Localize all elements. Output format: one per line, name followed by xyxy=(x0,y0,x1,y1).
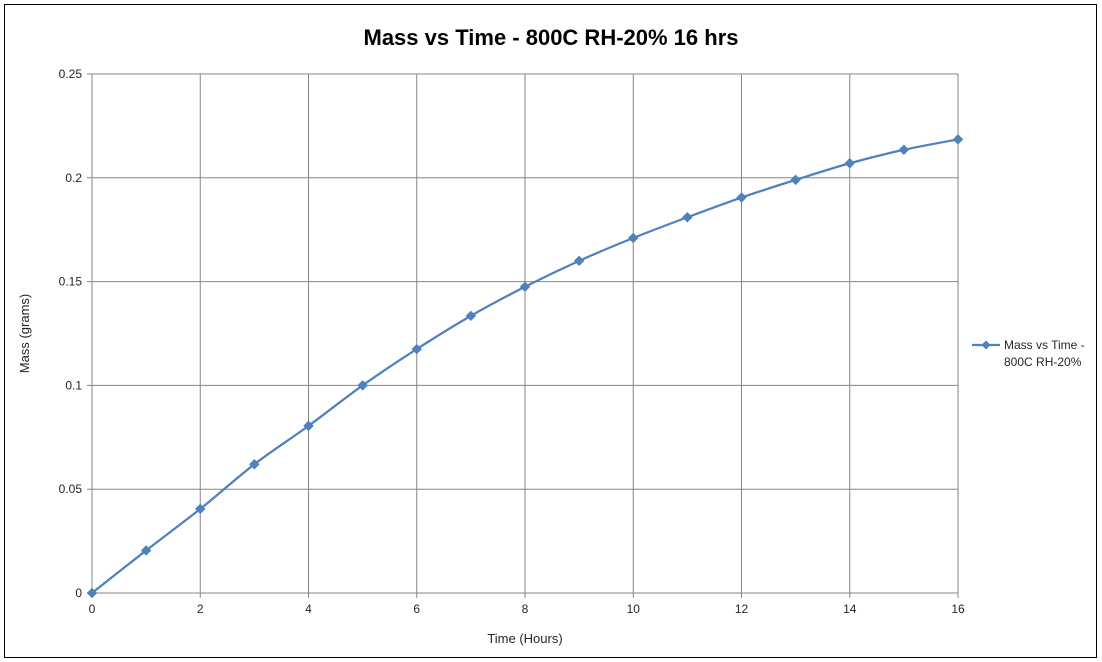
data-point xyxy=(898,144,910,155)
grid-lines xyxy=(91,73,959,594)
data-point xyxy=(411,343,422,355)
y-tick-label: 0.2 xyxy=(65,171,82,185)
y-tick-label: 0.25 xyxy=(59,67,83,81)
data-point xyxy=(790,174,801,186)
y-tick-label: 0 xyxy=(75,586,82,600)
data-point xyxy=(952,134,964,145)
legend: Mass vs Time - 800C RH-20% xyxy=(972,338,1085,369)
data-point xyxy=(249,459,260,470)
chart-svg: Mass vs Time - 800C RH-20% 16 hrs 00.050… xyxy=(17,25,1085,646)
x-tick-label: 4 xyxy=(305,602,312,616)
data-point xyxy=(86,587,98,599)
series-layer xyxy=(86,134,964,599)
y-axis-title: Mass (grams) xyxy=(17,294,32,373)
x-tick-label: 16 xyxy=(951,602,965,616)
y-tick-label: 0.05 xyxy=(59,482,83,496)
data-point xyxy=(195,503,206,515)
data-point xyxy=(682,212,693,223)
y-tick-label: 0.15 xyxy=(59,275,83,289)
data-point xyxy=(303,420,314,432)
x-axis-ticks: 0 2 4 6 8 10 12 14 16 xyxy=(89,593,965,616)
chart-title: Mass vs Time - 800C RH-20% 16 hrs xyxy=(364,25,739,50)
x-tick-label: 8 xyxy=(522,602,529,616)
x-tick-label: 14 xyxy=(843,602,857,616)
x-tick-label: 6 xyxy=(413,602,420,616)
data-point xyxy=(736,192,747,203)
data-point xyxy=(357,380,368,391)
chart-area: Mass vs Time - 800C RH-20% 16 hrs 0 0.05 0… xyxy=(4,4,1097,658)
data-point xyxy=(628,232,639,244)
data-point xyxy=(519,281,531,292)
data-point xyxy=(573,255,585,267)
y-axis-ticks: 0 0.05 0.1 0.15 0.2 0.25 xyxy=(59,67,92,600)
data-point xyxy=(465,310,477,322)
y-tick-label: 0.1 xyxy=(65,378,82,392)
series-line xyxy=(91,138,959,594)
legend-label: 800C RH-20% xyxy=(1004,355,1082,369)
legend-marker xyxy=(981,340,991,350)
x-axis-title: Time (Hours) xyxy=(487,631,562,646)
x-tick-label: 12 xyxy=(735,602,749,616)
x-tick-label: 0 xyxy=(89,602,96,616)
data-point xyxy=(140,545,152,556)
legend-label: Mass vs Time - xyxy=(1004,338,1085,352)
data-point xyxy=(844,158,855,169)
x-tick-label: 2 xyxy=(197,602,204,616)
x-tick-label: 10 xyxy=(627,602,641,616)
